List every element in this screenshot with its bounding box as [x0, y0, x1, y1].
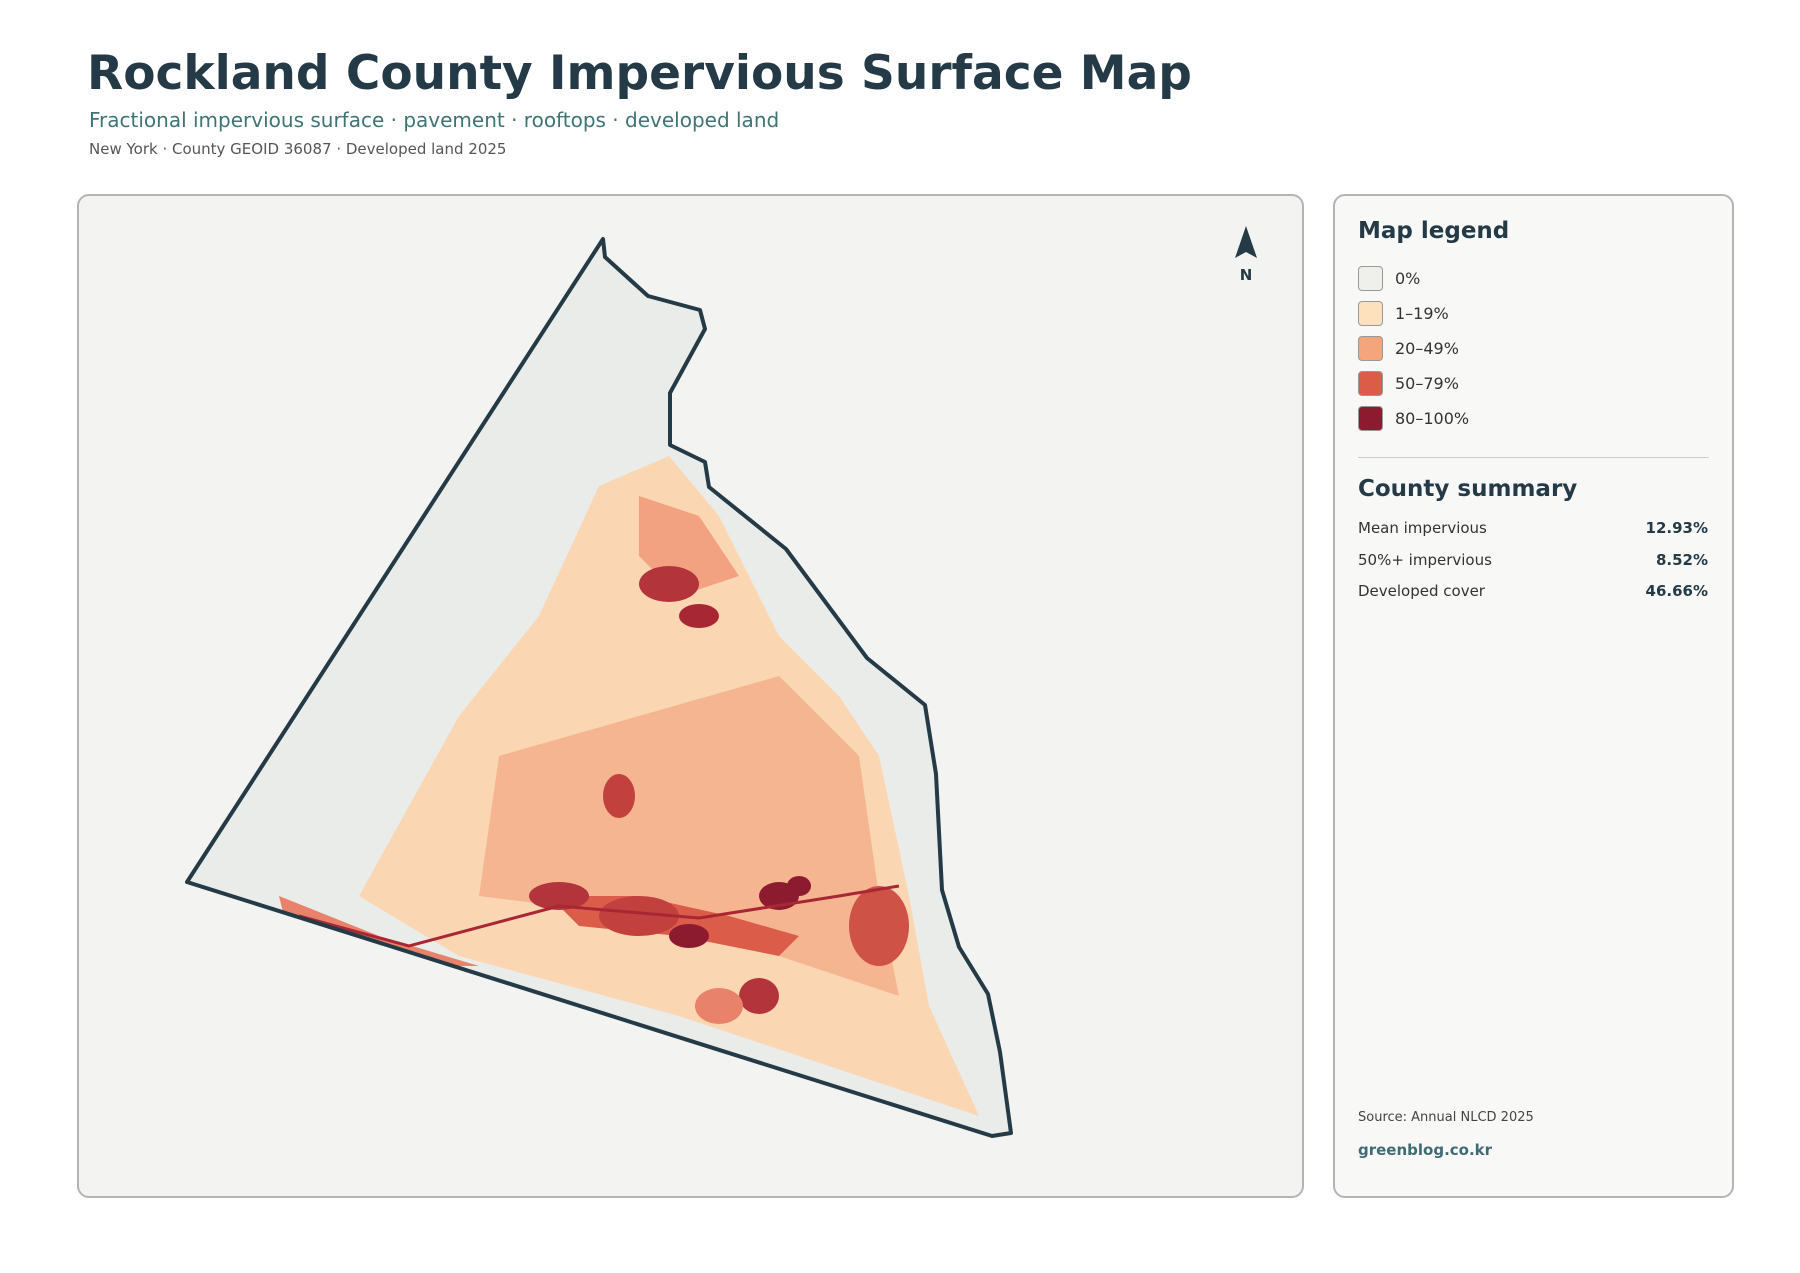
- map-panel: N: [77, 194, 1304, 1198]
- map: N: [185, 226, 1257, 1138]
- summary-value: 46.66%: [1645, 582, 1708, 600]
- summary-row: 50%+ impervious 8.52%: [1358, 551, 1708, 569]
- subtitle: Fractional impervious surface · pavement…: [89, 108, 780, 132]
- summary-value: 8.52%: [1655, 550, 1708, 569]
- legend-item: 1–19%: [1358, 301, 1449, 326]
- summary-row: Mean impervious 12.93%: [1358, 519, 1708, 537]
- legend-item: 20–49%: [1358, 336, 1459, 361]
- legend-label: 1–19%: [1395, 304, 1449, 323]
- legend-swatch: [1358, 406, 1383, 431]
- summary-title: County summary: [1358, 476, 1578, 502]
- site: greenblog.co.kr: [1358, 1141, 1493, 1159]
- north-label: N: [1240, 266, 1253, 284]
- impervious-raster: [187, 239, 1011, 1136]
- meta: New York · County GEOID 36087 · Develope…: [89, 140, 507, 158]
- summary-label: Mean impervious: [1358, 519, 1487, 537]
- legend-swatch: [1358, 266, 1383, 291]
- side-panel: Map legend 0% 1–19% 20–49% 50–79% 80–100% Co…: [1333, 194, 1734, 1198]
- legend-swatch: [1358, 371, 1383, 396]
- legend-label: 80–100%: [1395, 409, 1470, 428]
- summary-value: 12.93%: [1645, 519, 1708, 537]
- source: Source: Annual NLCD 2025: [1358, 1110, 1534, 1125]
- divider: [1358, 457, 1709, 458]
- county-outline: [185, 237, 1013, 1138]
- summary-label: Developed cover: [1358, 582, 1485, 600]
- legend-swatch: [1358, 336, 1383, 361]
- north-arrow: [1235, 226, 1257, 258]
- summary-label: 50%+ impervious: [1358, 550, 1492, 569]
- legend-item: 50–79%: [1358, 371, 1459, 396]
- legend-label: 0%: [1395, 269, 1421, 288]
- summary-row: Developed cover 46.66%: [1358, 582, 1708, 600]
- legend-item: 80–100%: [1358, 406, 1469, 431]
- title: Rockland County Impervious Surface Map: [87, 46, 1192, 101]
- legend-swatch: [1358, 301, 1383, 326]
- legend-label: 50–79%: [1395, 374, 1459, 393]
- legend-item: 0%: [1358, 266, 1420, 291]
- legend-label: 20–49%: [1395, 339, 1459, 358]
- legend-title: Map legend: [1358, 218, 1510, 244]
